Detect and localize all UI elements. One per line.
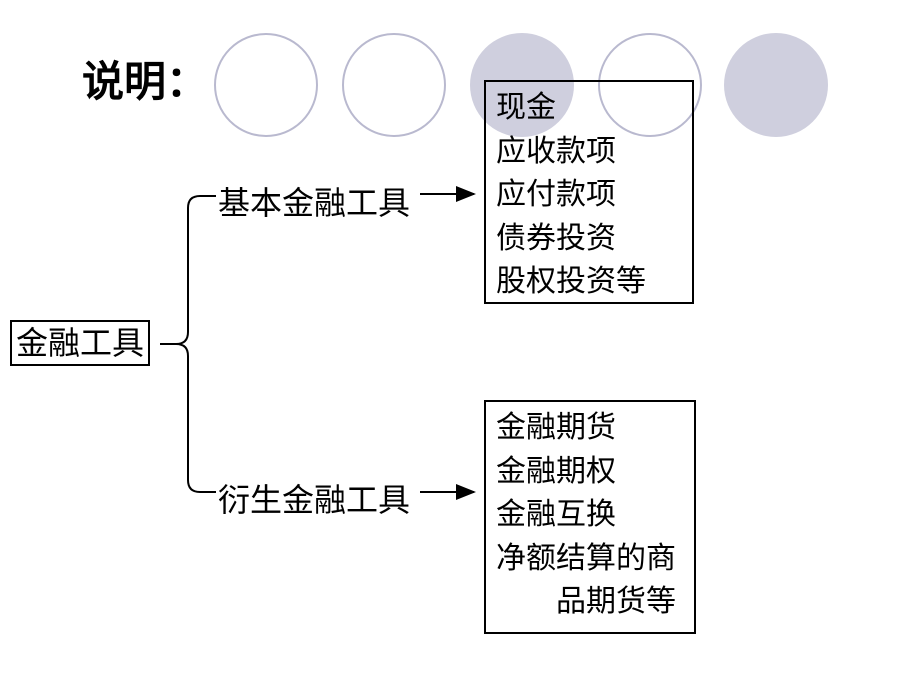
root-box: 金融工具 — [10, 320, 150, 366]
circle-2 — [342, 33, 446, 137]
branch-2-box: 金融期货 金融期权 金融互换 净额结算的商 品期货等 — [484, 400, 696, 634]
circle-1 — [214, 33, 318, 137]
branch-2-line-1: 金融期货 — [496, 406, 684, 450]
branch-1-box: 现金 应收款项 应付款项 债券投资 股权投资等 — [484, 80, 694, 304]
page-title: 说明： — [82, 48, 208, 109]
branch-2-line-5: 品期货等 — [496, 580, 684, 624]
brace-path — [160, 196, 216, 492]
branch-2-line-2: 金融期权 — [496, 450, 684, 494]
branch-2-label: 衍生金融工具 — [218, 475, 410, 521]
branch-1-label: 基本金融工具 — [218, 178, 410, 224]
branch-1-line-1: 现金 — [496, 86, 682, 130]
branch-2-line-4: 净额结算的商 — [496, 537, 684, 581]
branch-1-line-2: 应收款项 — [496, 130, 682, 174]
branch-2-line-3: 金融互换 — [496, 493, 684, 537]
branch-1-line-3: 应付款项 — [496, 173, 682, 217]
circle-5 — [724, 33, 828, 137]
root-text: 金融工具 — [16, 320, 144, 366]
branch-1-line-4: 债券投资 — [496, 217, 682, 261]
branch-1-line-5: 股权投资等 — [496, 260, 682, 304]
